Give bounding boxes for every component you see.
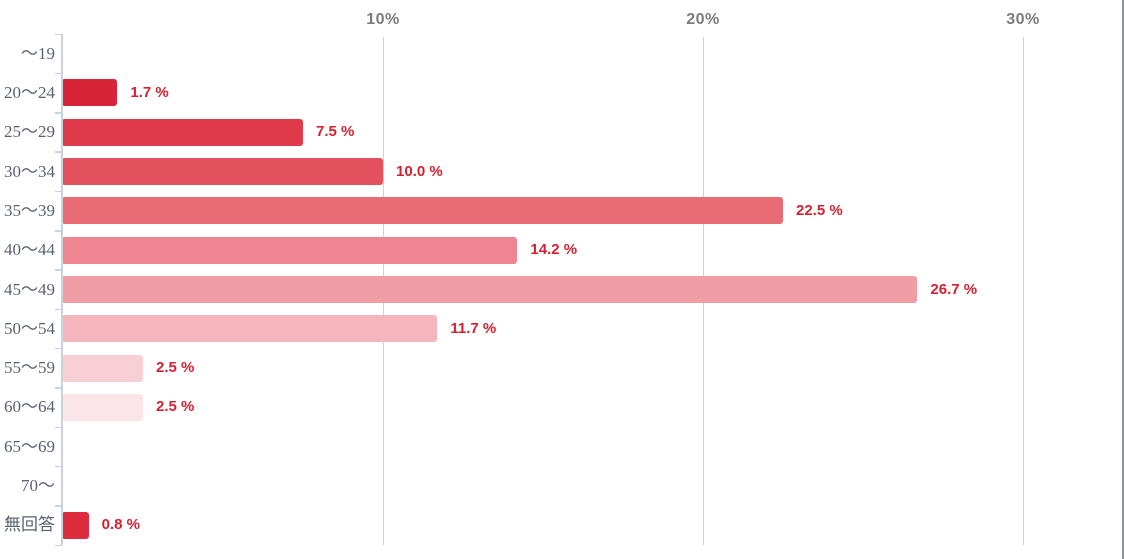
- category-label: 50〜54: [4, 318, 55, 338]
- y-axis-tick: [55, 230, 62, 232]
- category-label: 35〜39: [4, 200, 55, 220]
- category-label: 60〜64: [4, 397, 55, 417]
- bar: [63, 158, 383, 186]
- x-tick-label: 20%: [686, 11, 720, 28]
- x-tick-label: 30%: [1006, 11, 1040, 28]
- value-label: 0.8 %: [101, 516, 140, 534]
- bar: [63, 197, 783, 225]
- y-axis-tick: [55, 151, 62, 153]
- category-label: 無回答: [4, 515, 55, 535]
- category-label: 〜19: [21, 43, 55, 63]
- category-label: 65〜69: [4, 436, 55, 456]
- category-label: 45〜49: [4, 279, 55, 299]
- bar: [63, 315, 438, 343]
- y-axis-line: [61, 34, 63, 545]
- value-label: 22.5 %: [796, 201, 843, 219]
- bar: [63, 79, 118, 107]
- y-axis-tick: [55, 33, 62, 35]
- bar: [63, 118, 303, 146]
- y-axis-tick: [55, 347, 62, 350]
- y-axis-tick: [55, 387, 62, 389]
- value-label: 2.5 %: [156, 398, 195, 416]
- y-axis-tick: [55, 308, 62, 311]
- category-label: 20〜24: [4, 82, 55, 102]
- x-tick-label: 10%: [366, 11, 400, 28]
- category-label: 70〜: [21, 476, 55, 496]
- bar: [63, 276, 918, 303]
- value-label: 26.7 %: [930, 280, 978, 298]
- value-label: 1.7 %: [130, 83, 169, 101]
- value-label: 14.2 %: [530, 241, 578, 259]
- y-axis-tick: [55, 544, 62, 546]
- gridline-30%: [1022, 37, 1024, 545]
- value-label: 7.5 %: [316, 123, 355, 141]
- value-label: 10.0 %: [396, 162, 443, 180]
- category-label: 25〜29: [4, 122, 55, 142]
- window-right-border: [1122, 0, 1124, 559]
- value-label: 2.5 %: [156, 359, 195, 377]
- y-axis-tick: [55, 190, 62, 193]
- category-label: 55〜59: [4, 358, 55, 378]
- category-label: 40〜44: [4, 240, 55, 260]
- y-axis-tick: [55, 426, 62, 429]
- y-axis-tick: [55, 269, 62, 271]
- y-axis-tick: [55, 112, 62, 114]
- bar: [63, 393, 143, 421]
- category-label: 30〜34: [4, 161, 55, 181]
- bar: [63, 511, 89, 539]
- bar: [63, 236, 518, 264]
- y-axis-tick: [55, 505, 62, 507]
- bar: [63, 354, 143, 382]
- value-label: 11.7 %: [450, 319, 497, 337]
- y-axis-tick: [55, 72, 62, 75]
- y-axis-tick: [55, 465, 62, 468]
